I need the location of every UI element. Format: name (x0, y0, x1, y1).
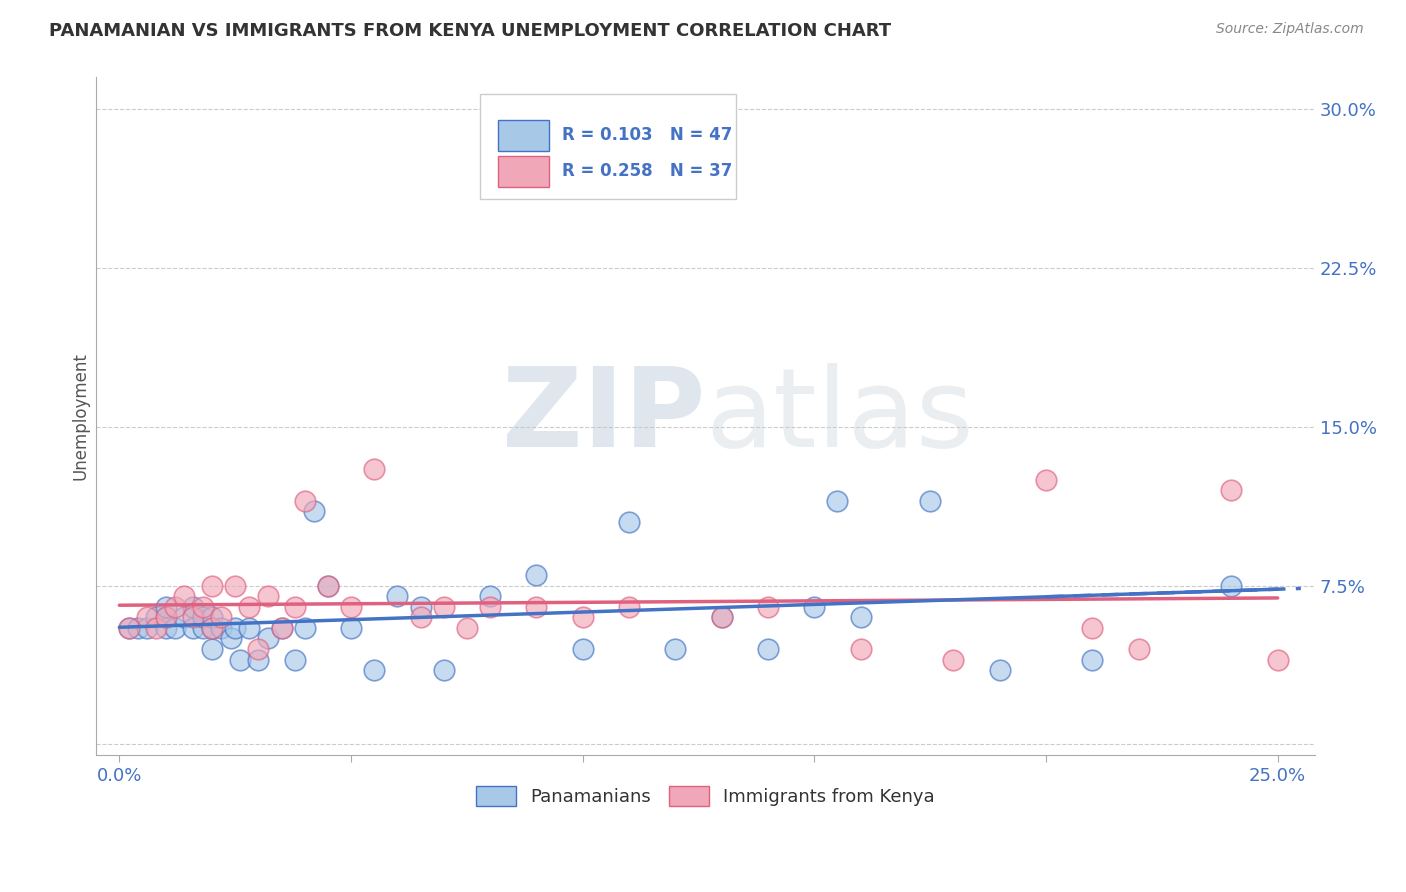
Point (284, 599, 307, 614)
Point (433, 663, 456, 677)
Point (201, 621, 224, 635)
Point (247, 653, 270, 667)
Legend: Panamanians, Immigrants from Kenya: Panamanians, Immigrants from Kenya (468, 779, 942, 814)
Point (340, 599, 363, 614)
Point (849, 610, 872, 624)
Point (363, 462, 385, 476)
Point (173, 589, 195, 603)
Point (238, 599, 260, 614)
Point (183, 599, 205, 614)
Point (247, 642, 270, 657)
Point (1128, 642, 1150, 657)
Point (524, 599, 547, 614)
Point (1220, 483, 1243, 498)
Point (316, 578, 339, 592)
Point (456, 621, 478, 635)
Point (163, 621, 186, 635)
Point (524, 568, 547, 582)
Point (433, 599, 456, 614)
Point (1220, 578, 1243, 592)
FancyBboxPatch shape (498, 156, 550, 187)
Point (756, 642, 779, 657)
Point (617, 515, 640, 529)
Point (316, 578, 339, 592)
Text: Source: ZipAtlas.com: Source: ZipAtlas.com (1216, 22, 1364, 37)
Point (256, 632, 278, 646)
Point (294, 493, 316, 508)
Point (942, 653, 965, 667)
Y-axis label: Unemployment: Unemployment (72, 352, 89, 480)
Point (224, 578, 246, 592)
Point (219, 632, 242, 646)
Point (191, 621, 214, 635)
Point (387, 589, 409, 603)
Point (183, 610, 205, 624)
Point (363, 663, 385, 677)
Point (155, 610, 177, 624)
Text: PANAMANIAN VS IMMIGRANTS FROM KENYA UNEMPLOYMENT CORRELATION CHART: PANAMANIAN VS IMMIGRANTS FROM KENYA UNEM… (49, 22, 891, 40)
Point (201, 621, 224, 635)
Point (229, 653, 252, 667)
Point (155, 599, 177, 614)
Point (920, 493, 942, 508)
Point (201, 642, 224, 657)
Point (409, 599, 432, 614)
Point (284, 653, 307, 667)
Point (571, 642, 593, 657)
Point (155, 610, 177, 624)
Point (617, 599, 640, 614)
Point (136, 621, 159, 635)
Point (183, 621, 205, 635)
Point (209, 621, 232, 635)
Point (145, 610, 167, 624)
Point (710, 610, 733, 624)
Text: atlas: atlas (706, 363, 974, 470)
Point (664, 642, 686, 657)
Point (1035, 473, 1057, 487)
Point (710, 610, 733, 624)
Point (155, 621, 177, 635)
Point (479, 589, 502, 603)
Point (201, 610, 224, 624)
Point (302, 504, 325, 518)
Point (145, 621, 167, 635)
Point (136, 610, 159, 624)
Point (209, 610, 232, 624)
Point (294, 621, 316, 635)
Point (238, 621, 260, 635)
Point (409, 610, 432, 624)
Point (1081, 653, 1104, 667)
Point (479, 599, 502, 614)
Point (191, 599, 214, 614)
Text: ZIP: ZIP (502, 363, 706, 470)
Point (256, 589, 278, 603)
Point (988, 663, 1011, 677)
Point (117, 621, 139, 635)
Text: R = 0.103   N = 47: R = 0.103 N = 47 (561, 126, 733, 145)
Point (270, 621, 292, 635)
Point (571, 610, 593, 624)
Point (201, 578, 224, 592)
Point (340, 621, 363, 635)
FancyBboxPatch shape (479, 95, 735, 200)
Point (127, 621, 149, 635)
Point (803, 599, 825, 614)
Point (163, 599, 186, 614)
Point (849, 642, 872, 657)
Text: R = 0.258   N = 37: R = 0.258 N = 37 (561, 162, 733, 180)
Point (270, 621, 292, 635)
Point (117, 621, 139, 635)
FancyBboxPatch shape (498, 120, 550, 151)
Point (224, 621, 246, 635)
Point (173, 610, 195, 624)
Point (827, 493, 849, 508)
Point (756, 599, 779, 614)
Point (1267, 653, 1289, 667)
Point (191, 610, 214, 624)
Point (1081, 621, 1104, 635)
